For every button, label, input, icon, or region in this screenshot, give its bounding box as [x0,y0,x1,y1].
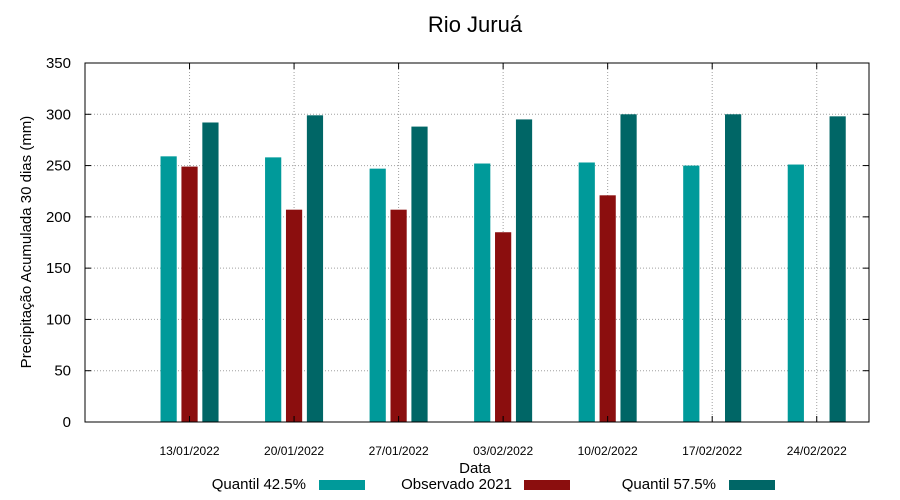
legend-item: Quantil 57.5% [622,476,775,493]
bar-observado-2021 [285,209,303,422]
y-tick-label: 50 [54,363,71,380]
x-tick-label: 24/02/2022 [787,444,847,458]
bar-quantil-42-5 [265,157,282,422]
bar-observado-2021 [390,209,407,422]
x-tick-label: 17/02/2022 [682,444,742,458]
bar-quantil-42-5 [369,168,386,422]
bar-quantil-57-5 [411,126,428,422]
legend-label: Quantil 57.5% [622,476,716,493]
bar-quantil-57-5 [829,116,846,422]
chart-title: Rio Juruá [428,12,523,37]
y-tick-label: 100 [46,311,71,328]
bar-observado-2021 [495,232,512,422]
bar-quantil-57-5 [202,122,219,423]
legend-item: Observado 2021 [401,476,570,493]
legend: Quantil 42.5% Observado 2021 Quantil 57.5% [212,476,775,493]
bar-quantil-42-5 [578,162,595,422]
y-axis: 0 50 100 150 200 250 300 350 [46,55,869,431]
bar-quantil-57-5 [725,114,742,423]
x-tick-label: 03/02/2022 [473,444,533,458]
x-axis: 13/01/2022 20/01/2022 27/01/2022 03/02/2022… [160,63,847,458]
legend-swatch [729,480,775,490]
bar-quantil-57-5 [515,119,533,423]
bar-quantil-57-5 [620,114,637,423]
legend-swatch [524,480,570,490]
legend-label: Observado 2021 [401,476,512,493]
legend-label: Quantil 42.5% [212,476,306,493]
bar-observado-2021 [181,166,198,422]
y-tick-label: 0 [63,414,71,431]
bar-quantil-42-5 [474,163,491,422]
x-tick-label: 10/02/2022 [578,444,638,458]
x-tick-label: 27/01/2022 [369,444,429,458]
x-tick-label: 13/01/2022 [160,444,220,458]
plot-frame [84,62,870,423]
bar-quantil-42-5 [160,156,177,422]
y-tick-label: 300 [46,106,71,123]
legend-swatch [319,480,365,490]
bars [160,114,846,423]
x-axis-title: Data [459,460,491,477]
bar-quantil-42-5 [683,165,700,423]
x-tick-label: 20/01/2022 [264,444,324,458]
bar-quantil-42-5 [787,164,804,422]
y-tick-label: 250 [46,158,71,175]
y-tick-label: 200 [46,209,71,226]
bar-observado-2021 [599,195,616,422]
y-axis-title: Precipitação Acumulada 30 dias (mm) [18,116,35,369]
y-tick-label: 350 [46,55,71,72]
legend-item: Quantil 42.5% [212,476,365,493]
y-tick-label: 150 [46,260,71,277]
bar-quantil-57-5 [306,115,324,422]
